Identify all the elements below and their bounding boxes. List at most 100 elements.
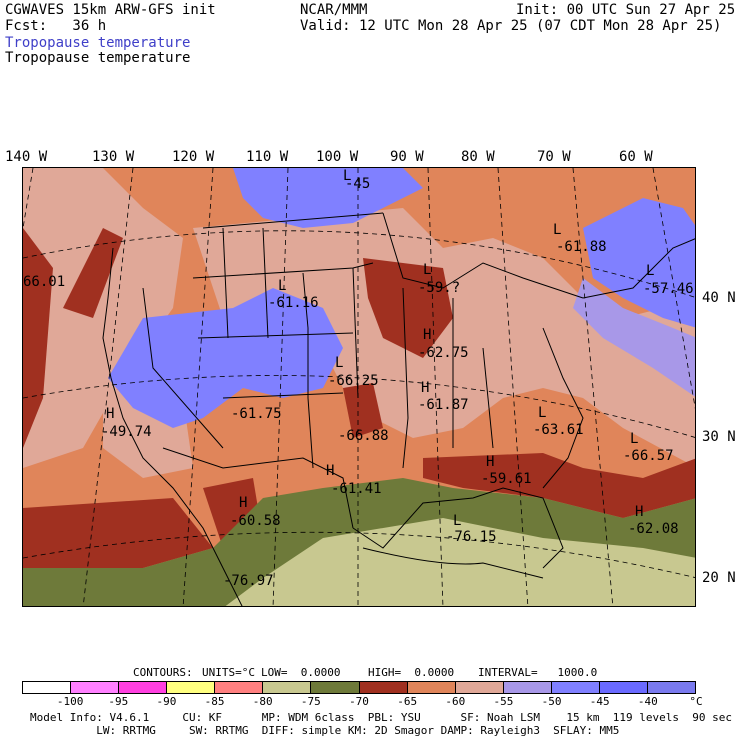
center-letter: L xyxy=(278,278,286,294)
lon-label-80w: 80 W xyxy=(461,149,495,165)
model-title: CGWAVES 15km ARW-GFS init xyxy=(5,2,216,18)
color-scale-tick-label: -100 xyxy=(56,695,84,708)
center-value: -63.61 xyxy=(533,422,584,438)
lon-label-140w: 140 W xyxy=(5,149,48,165)
color-scale-tick-label: -80 xyxy=(252,695,273,708)
color-scale-tick-label: -95 xyxy=(108,695,129,708)
center-letter: L xyxy=(630,431,638,447)
color-scale-tick-label: -50 xyxy=(541,695,562,708)
color-scale-tick-label: -55 xyxy=(493,695,514,708)
color-scale-tick-label: -40 xyxy=(637,695,658,708)
color-scale-tick-label: -45 xyxy=(589,695,610,708)
center-value: -49.74 xyxy=(101,424,152,440)
model-info-line1: Model Info: V4.6.1 CU: KF MP: WDM 6class… xyxy=(30,711,732,724)
forecast-hour: Fcst: 36 h xyxy=(5,18,107,34)
center-value: -45 xyxy=(345,176,370,192)
valid-time: Valid: 12 UTC Mon 28 Apr 25 (07 CDT Mon … xyxy=(300,18,722,34)
lon-label-90w: 90 W xyxy=(390,149,424,165)
shade-great-lakes-minus65 xyxy=(363,258,453,358)
lon-label-130w: 130 W xyxy=(92,149,135,165)
color-swatch xyxy=(215,682,264,693)
center-value: -61.88 xyxy=(556,239,607,255)
shade-rockies-minus45 xyxy=(108,288,343,428)
color-swatch xyxy=(551,682,600,693)
lat-label-40n: 40 N xyxy=(702,290,736,306)
shade-caribbean-minus75 xyxy=(225,518,695,606)
lon-label-110w: 110 W xyxy=(246,149,289,165)
shade-north-minus45 xyxy=(233,168,423,228)
coastlines-and-borders xyxy=(102,212,695,606)
center-letter: H xyxy=(106,406,114,422)
color-scale-tick-label: -70 xyxy=(349,695,369,708)
center-letter: H xyxy=(239,495,247,511)
center-value: -76.97 xyxy=(223,573,274,589)
shade-interior-minus55 xyxy=(193,208,695,467)
color-swatch xyxy=(455,682,504,693)
low-value: LOW= 0.0000 xyxy=(261,666,341,679)
center-value: -62.08 xyxy=(628,521,679,537)
center-letter: L xyxy=(335,355,343,371)
units-label: UNITS=°C xyxy=(202,666,255,679)
center-letter: H xyxy=(635,504,643,520)
field-title-shaded: Tropopause temperature xyxy=(5,35,191,51)
graticule xyxy=(23,168,695,606)
center-letter: L xyxy=(553,222,561,238)
color-swatch xyxy=(648,682,696,693)
shade-northeast-minus50 xyxy=(573,278,695,397)
center-value: -57.46 xyxy=(643,281,694,297)
color-scale-tick-label: -65 xyxy=(397,695,418,708)
shade-plains-minus65 xyxy=(343,383,383,438)
shade-northeast-minus45 xyxy=(583,198,695,328)
center-value: -76.15 xyxy=(446,529,497,545)
field-title-contour: Tropopause temperature xyxy=(5,50,191,66)
center-letter: L xyxy=(453,513,461,529)
center-value: -59.? xyxy=(418,280,460,296)
center-value: -61.41 xyxy=(331,481,382,497)
color-swatch xyxy=(71,682,120,693)
color-swatch xyxy=(599,682,649,693)
organization-label: NCAR/MMM xyxy=(300,2,368,18)
high-value: HIGH= 0.0000 xyxy=(368,666,455,679)
lon-label-70w: 70 W xyxy=(537,149,571,165)
center-letter: L xyxy=(343,168,351,184)
center-value: -59.61 xyxy=(481,471,532,487)
color-swatch xyxy=(263,682,312,693)
center-letter: L xyxy=(646,263,654,279)
model-info-line2: LW: RRTMG SW: RRTMG DIFF: simple KM: 2D … xyxy=(30,724,620,737)
color-swatch xyxy=(119,682,168,693)
shade-pacific-band-minus65 xyxy=(63,228,123,318)
map-canvas: L -45 L -61.88 L -57.46 66.01 L -61.16 L… xyxy=(23,168,695,606)
center-letter: H xyxy=(326,463,334,479)
center-value: -62.75 xyxy=(418,345,469,361)
interval-value: INTERVAL= 1000.0 xyxy=(478,666,598,679)
color-scale-tick-label: -90 xyxy=(156,695,177,708)
center-value: -66.88 xyxy=(338,428,389,444)
lon-label-100w: 100 W xyxy=(316,149,359,165)
color-swatch xyxy=(407,682,456,693)
pressure-center-labels: L -45 L -61.88 L -57.46 66.01 L -61.16 L… xyxy=(23,168,694,589)
tropopause-temperature-map: L -45 L -61.88 L -57.46 66.01 L -61.16 L… xyxy=(22,167,696,607)
color-scale-tick-label: -75 xyxy=(300,695,321,708)
color-scale-tick-label: °C xyxy=(689,695,703,708)
center-value: -60.58 xyxy=(230,513,281,529)
color-scale-tick-label: -85 xyxy=(204,695,225,708)
center-value: -66.25 xyxy=(328,373,379,389)
center-value: -61.87 xyxy=(418,397,469,413)
center-value: 66.01 xyxy=(23,274,65,290)
center-letter: H xyxy=(486,454,494,470)
center-value: -61.75 xyxy=(231,406,282,422)
shade-west-coast-minus55 xyxy=(23,168,183,468)
color-scale-tick-label: -60 xyxy=(445,695,466,708)
center-letter: H xyxy=(423,327,431,343)
center-letter: L xyxy=(423,262,431,278)
color-swatch xyxy=(167,682,216,693)
lat-label-30n: 30 N xyxy=(702,429,736,445)
color-swatch xyxy=(23,682,72,693)
center-letter: L xyxy=(538,405,546,421)
lon-label-120w: 120 W xyxy=(172,149,215,165)
shade-pacific-minus65 xyxy=(23,228,53,448)
color-scale-bar xyxy=(22,681,696,694)
lat-label-20n: 20 N xyxy=(702,570,736,586)
center-value: -66.57 xyxy=(623,448,674,464)
lon-label-60w: 60 W xyxy=(619,149,653,165)
